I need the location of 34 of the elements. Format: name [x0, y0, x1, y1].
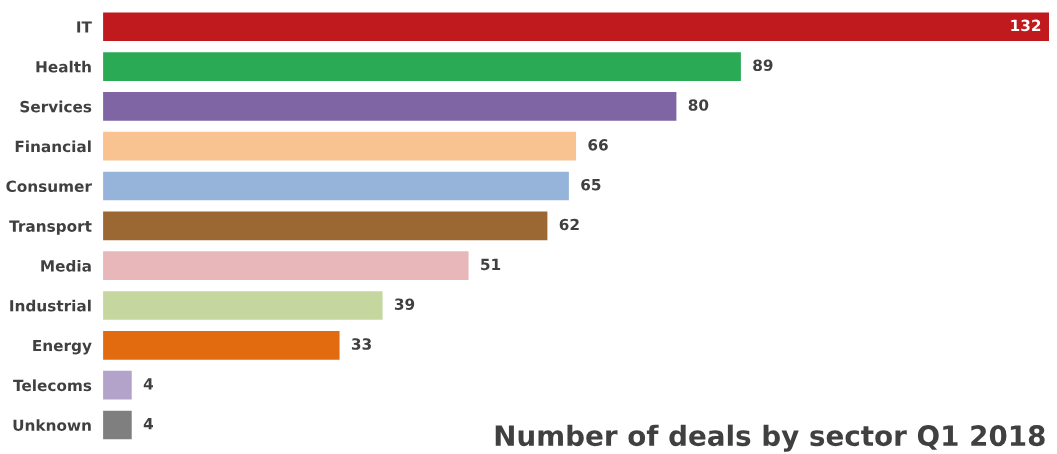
y-tick-label: Consumer [6, 180, 92, 193]
data-label: 132 [1011, 19, 1041, 32]
bar [103, 331, 340, 360]
data-label: 80 [688, 99, 709, 111]
bar [103, 12, 1050, 42]
y-tick-label: Transport [9, 220, 92, 235]
bar [103, 370, 132, 400]
y-tick-label: Media [41, 259, 91, 272]
bar [103, 410, 132, 440]
y-tick-label: IT [77, 21, 92, 33]
text: Number of deals by sector Q1 2018 [495, 424, 1045, 452]
y-tick-label: Financial [15, 140, 91, 153]
bar [103, 291, 383, 320]
data-label: 4 [143, 418, 153, 430]
bar [103, 131, 577, 161]
y-tick-label: Industrial [10, 299, 91, 312]
data-label: 4 [143, 378, 153, 390]
bar [103, 171, 569, 201]
data-label: 62 [559, 218, 579, 231]
y-tick-label: Services [20, 100, 92, 113]
data-label: 65 [581, 178, 601, 191]
y-tick-label: Unknown [13, 419, 91, 432]
y-tick-label: Health [36, 60, 91, 73]
data-label: 39 [394, 298, 415, 310]
y-tick-label: Telecoms [13, 379, 92, 392]
bar [103, 211, 548, 241]
data-label: 33 [351, 338, 371, 350]
bar [103, 92, 677, 121]
bar [103, 52, 741, 81]
data-label: 66 [588, 139, 608, 151]
y-tick-label: Energy [33, 339, 92, 355]
data-label: 89 [753, 59, 773, 71]
bar [103, 251, 469, 281]
data-label: 51 [481, 258, 501, 271]
